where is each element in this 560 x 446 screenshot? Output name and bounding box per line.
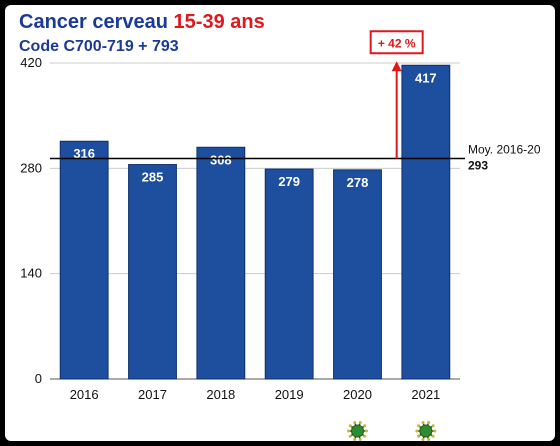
virus-spike-tip	[431, 424, 435, 428]
virus-spike-tip	[363, 434, 367, 438]
annotation-badge	[369, 30, 424, 55]
data-label: 279	[278, 174, 300, 189]
virus-spike-tip	[433, 429, 437, 433]
virus-spike-tip	[358, 420, 362, 424]
virus-spike-tip	[431, 434, 435, 438]
virus-spike-tip	[427, 420, 431, 424]
virus-spike-tip	[421, 420, 425, 424]
virus-spike-tip	[421, 438, 425, 441]
markers	[347, 420, 437, 441]
bar	[59, 140, 109, 380]
y-axis: 0 140 280 420	[20, 55, 42, 386]
bars: 316 285 308 279 278 417	[59, 64, 451, 380]
title-prefix: Cancer cerveau	[19, 11, 168, 33]
grid-lines	[50, 62, 460, 380]
virus-spike-tip	[348, 434, 352, 438]
bar	[196, 146, 246, 380]
y-tick-label: 140	[20, 266, 42, 281]
data-label: 278	[347, 175, 369, 190]
bar	[401, 64, 451, 380]
average-label: Moy. 2016-20	[468, 143, 541, 157]
y-tick-label: 420	[20, 55, 42, 70]
data-label: 316	[73, 146, 95, 161]
virus-icon	[347, 420, 368, 441]
virus-spike-tip	[358, 438, 362, 441]
virus-spike-tip	[347, 429, 350, 433]
virus-spike-tip	[427, 438, 431, 441]
data-label: 285	[142, 170, 164, 185]
virus-spike-tip	[353, 438, 357, 441]
annotation-text: + 42 %	[378, 36, 416, 50]
arrow-head	[391, 61, 402, 72]
virus-spike-tip	[363, 424, 367, 428]
virus-spike-tip	[415, 429, 419, 433]
virus-spike-tip	[365, 429, 368, 433]
increase-annotation: + 42 %	[369, 30, 424, 159]
data-label: 308	[210, 152, 232, 167]
virus-spike-tip	[417, 424, 421, 428]
x-tick-label: 2019	[275, 387, 304, 402]
x-tick-label: 2020	[343, 387, 372, 402]
virus-spike-tip	[348, 424, 352, 428]
x-axis: 2016 2017 2018 2019 2020 2021	[70, 387, 441, 402]
bar	[264, 168, 314, 380]
x-tick-label: 2018	[206, 387, 235, 402]
bar	[128, 164, 177, 380]
chart-subtitle: Code C700-719 + 793	[19, 38, 179, 55]
virus-spike-tip	[353, 420, 357, 424]
virus-icon	[415, 420, 437, 441]
bar	[333, 169, 382, 380]
x-tick-label: 2016	[70, 387, 99, 402]
virus-body	[351, 424, 364, 438]
virus-spike-tip	[417, 434, 421, 438]
x-tick-label: 2017	[138, 387, 167, 402]
virus-body	[419, 424, 433, 438]
y-tick-label: 0	[35, 371, 42, 386]
x-tick-label: 2021	[411, 387, 440, 402]
data-label: 417	[415, 70, 437, 85]
title-highlight: 15-39 ans	[173, 11, 265, 33]
y-tick-label: 280	[20, 160, 42, 175]
chart-title: Cancer cerveau 15-39 ans	[19, 11, 265, 34]
average-value: 293	[468, 159, 488, 173]
chart-frame: Cancer cerveau 15-39 ans Code C700-719 +…	[5, 5, 555, 441]
